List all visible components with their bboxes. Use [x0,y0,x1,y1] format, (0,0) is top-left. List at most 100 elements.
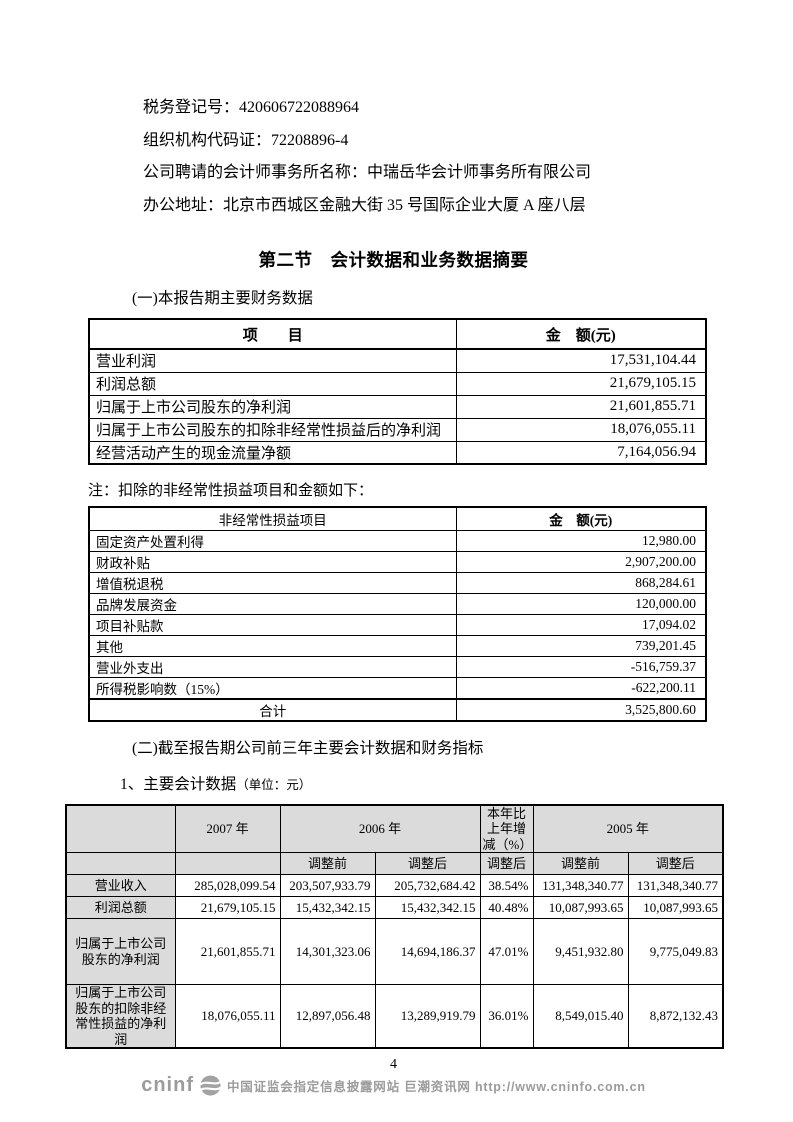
non-recurring-note: 注：扣除的非经常性损益项目和金额如下： [88,483,374,499]
yoy-change-header: 本年比上年增减（%） [479,804,534,853]
cell-value: 38.54% [479,874,534,897]
footer: cninf 中国证监会指定信息披露网站 巨潮资讯网 http://www.cni… [65,1074,722,1097]
cell-value: 203,507,933.79 [279,874,376,897]
row-label: 归属于上市公司股东的扣除非经常性损益的净利润 [65,984,176,1049]
cell-value: 131,348,340.77 [532,874,629,897]
adj-after-header: 调整后 [374,852,481,875]
row-label: 利润总额 [88,371,457,396]
table-row: 利润总额 21,679,105.15 [88,371,707,396]
cell-value: 14,301,323.06 [279,918,376,985]
row-label: 财政补贴 [88,550,457,573]
adj-after-header: 调整后 [479,852,534,875]
unit-note: （单位：元） [236,777,312,792]
table-row: 归属于上市公司股东的扣除非经常性损益后的净利润 18,076,055.11 [88,417,707,442]
cell-value: 9,775,049.83 [627,918,724,985]
table-row: 经营活动产生的现金流量净额 7,164,056.94 [88,440,707,465]
row-value: 868,284.61 [455,571,707,594]
table-row: 营业外支出 -516,759.37 [88,655,707,678]
row-value: 12,980.00 [455,529,707,552]
year-2005-header: 2005 年 [532,804,724,853]
cell-value: 9,451,932.80 [532,918,629,985]
cell-value: 18,076,055.11 [174,984,281,1049]
non-recurring-items-table: 非经常性损益项目 金 额(元) 固定资产处置利得 12,980.00 财政补贴 … [88,506,707,722]
year-header-row: 2007 年 2006 年 本年比上年增减（%） 2005 年 [65,804,724,853]
cell-value: 131,348,340.77 [627,874,724,897]
column-header-item: 项 目 [88,318,457,350]
row-value: 18,076,055.11 [455,417,707,442]
table-header-row: 项 目 金 额(元) [88,318,707,350]
row-label: 归属于上市公司股东的净利润 [65,918,176,985]
table-row: 营业收入 285,028,099.54 203,507,933.79 205,7… [65,874,724,897]
empty-cell [65,852,176,875]
row-value: 2,907,200.00 [455,550,707,573]
table-row: 归属于上市公司股东的扣除非经常性损益的净利润 18,076,055.11 12,… [65,984,724,1049]
table-row: 财政补贴 2,907,200.00 [88,550,707,573]
row-value: 21,679,105.15 [455,371,707,396]
page-number: 4 [390,1057,397,1072]
cell-value: 285,028,099.54 [174,874,281,897]
table-row: 所得税影响数（15%） -622,200.11 [88,676,707,699]
column-header-item: 非经常性损益项目 [88,506,457,531]
org-code-line: 组织机构代码证：72208896-4 [143,131,349,149]
company-info-block: 税务登记号：420606722088964 组织机构代码证：72208896-4… [65,0,722,222]
row-value: 120,000.00 [455,592,707,615]
cell-value: 10,087,993.65 [627,896,724,919]
adj-before-header: 调整前 [532,852,629,875]
row-value: 17,531,104.44 [455,348,707,373]
total-value: 3,525,800.60 [455,697,707,721]
table-row: 其他 739,201.45 [88,634,707,657]
cell-value: 14,694,186.37 [374,918,481,985]
table-row: 利润总额 21,679,105.15 15,432,342.15 15,432,… [65,896,724,919]
adj-after-header: 调整后 [627,852,724,875]
cell-value: 12,897,056.48 [279,984,376,1049]
table-row: 营业利润 17,531,104.44 [88,348,707,373]
table-row: 归属于上市公司股东的净利润 21,601,855.71 [88,394,707,419]
row-label: 增值税退税 [88,571,457,594]
table-row: 项目补贴款 17,094.02 [88,613,707,636]
row-value: -622,200.11 [455,676,707,699]
row-label: 归属于上市公司股东的扣除非经常性损益后的净利润 [88,417,457,442]
table-row: 增值税退税 868,284.61 [88,571,707,594]
cell-value: 15,432,342.15 [279,896,376,919]
page-content: 税务登记号：420606722088964 组织机构代码证：72208896-4… [65,0,725,1097]
column-header-amount: 金 额(元) [455,318,707,350]
cell-value: 205,732,684.42 [374,874,481,897]
row-value: -516,759.37 [455,655,707,678]
cell-value: 40.48% [479,896,534,919]
year-2007-header: 2007 年 [174,804,281,853]
total-label: 合计 [88,697,457,721]
cell-value: 21,679,105.15 [174,896,281,919]
table-row: 固定资产处置利得 12,980.00 [88,529,707,552]
row-label: 经营活动产生的现金流量净额 [88,440,457,465]
table-header-row: 非经常性损益项目 金 额(元) [88,506,707,531]
accounting-firm-line: 公司聘请的会计师事务所名称：中瑞岳华会计师事务所有限公司 [143,164,592,181]
footer-site-text: 中国证监会指定信息披露网站 巨潮资讯网 http://www.cninfo.co… [227,1080,646,1094]
corner-empty-cell [65,804,176,853]
cell-value: 8,549,015.40 [532,984,629,1049]
cell-value: 47.01% [479,918,534,985]
row-value: 21,601,855.71 [455,394,707,419]
adj-before-header: 调整前 [279,852,376,875]
cninfo-brand-text: cninf [141,1074,194,1096]
table-row: 归属于上市公司股东的净利润 21,601,855.71 14,301,323.0… [65,918,724,985]
subsection-3-heading: 1、主要会计数据（单位：元） [65,772,722,794]
tax-registration-line: 税务登记号：420606722088964 [143,99,360,116]
row-label: 营业收入 [65,874,176,897]
empty-cell [174,852,281,875]
table-total-row: 合计 3,525,800.60 [88,697,707,721]
row-label: 营业利润 [88,348,457,373]
section-title: 第二节 会计数据和业务数据摘要 [258,250,529,270]
row-value: 7,164,056.94 [455,440,707,465]
row-label: 利润总额 [65,896,176,919]
cell-value: 8,872,132.43 [627,984,724,1049]
row-label: 营业外支出 [88,655,457,678]
main-financial-data-table: 项 目 金 额(元) 营业利润 17,531,104.44 利润总额 21,67… [88,318,707,465]
office-address-line: 办公地址：北京市西城区金融大街 35 号国际企业大厦 A 座八层 [143,196,586,214]
subsection-2-heading: (二)截至报告期公司前三年主要会计数据和财务指标 [132,739,484,757]
adjustment-header-row: 调整前 调整后 调整后 调整前 调整后 [65,852,724,875]
subsection-1-heading: (一)本报告期主要财务数据 [132,290,313,307]
row-value: 17,094.02 [455,613,707,636]
cell-value: 13,289,919.79 [374,984,481,1049]
cell-value: 21,601,855.71 [174,918,281,985]
